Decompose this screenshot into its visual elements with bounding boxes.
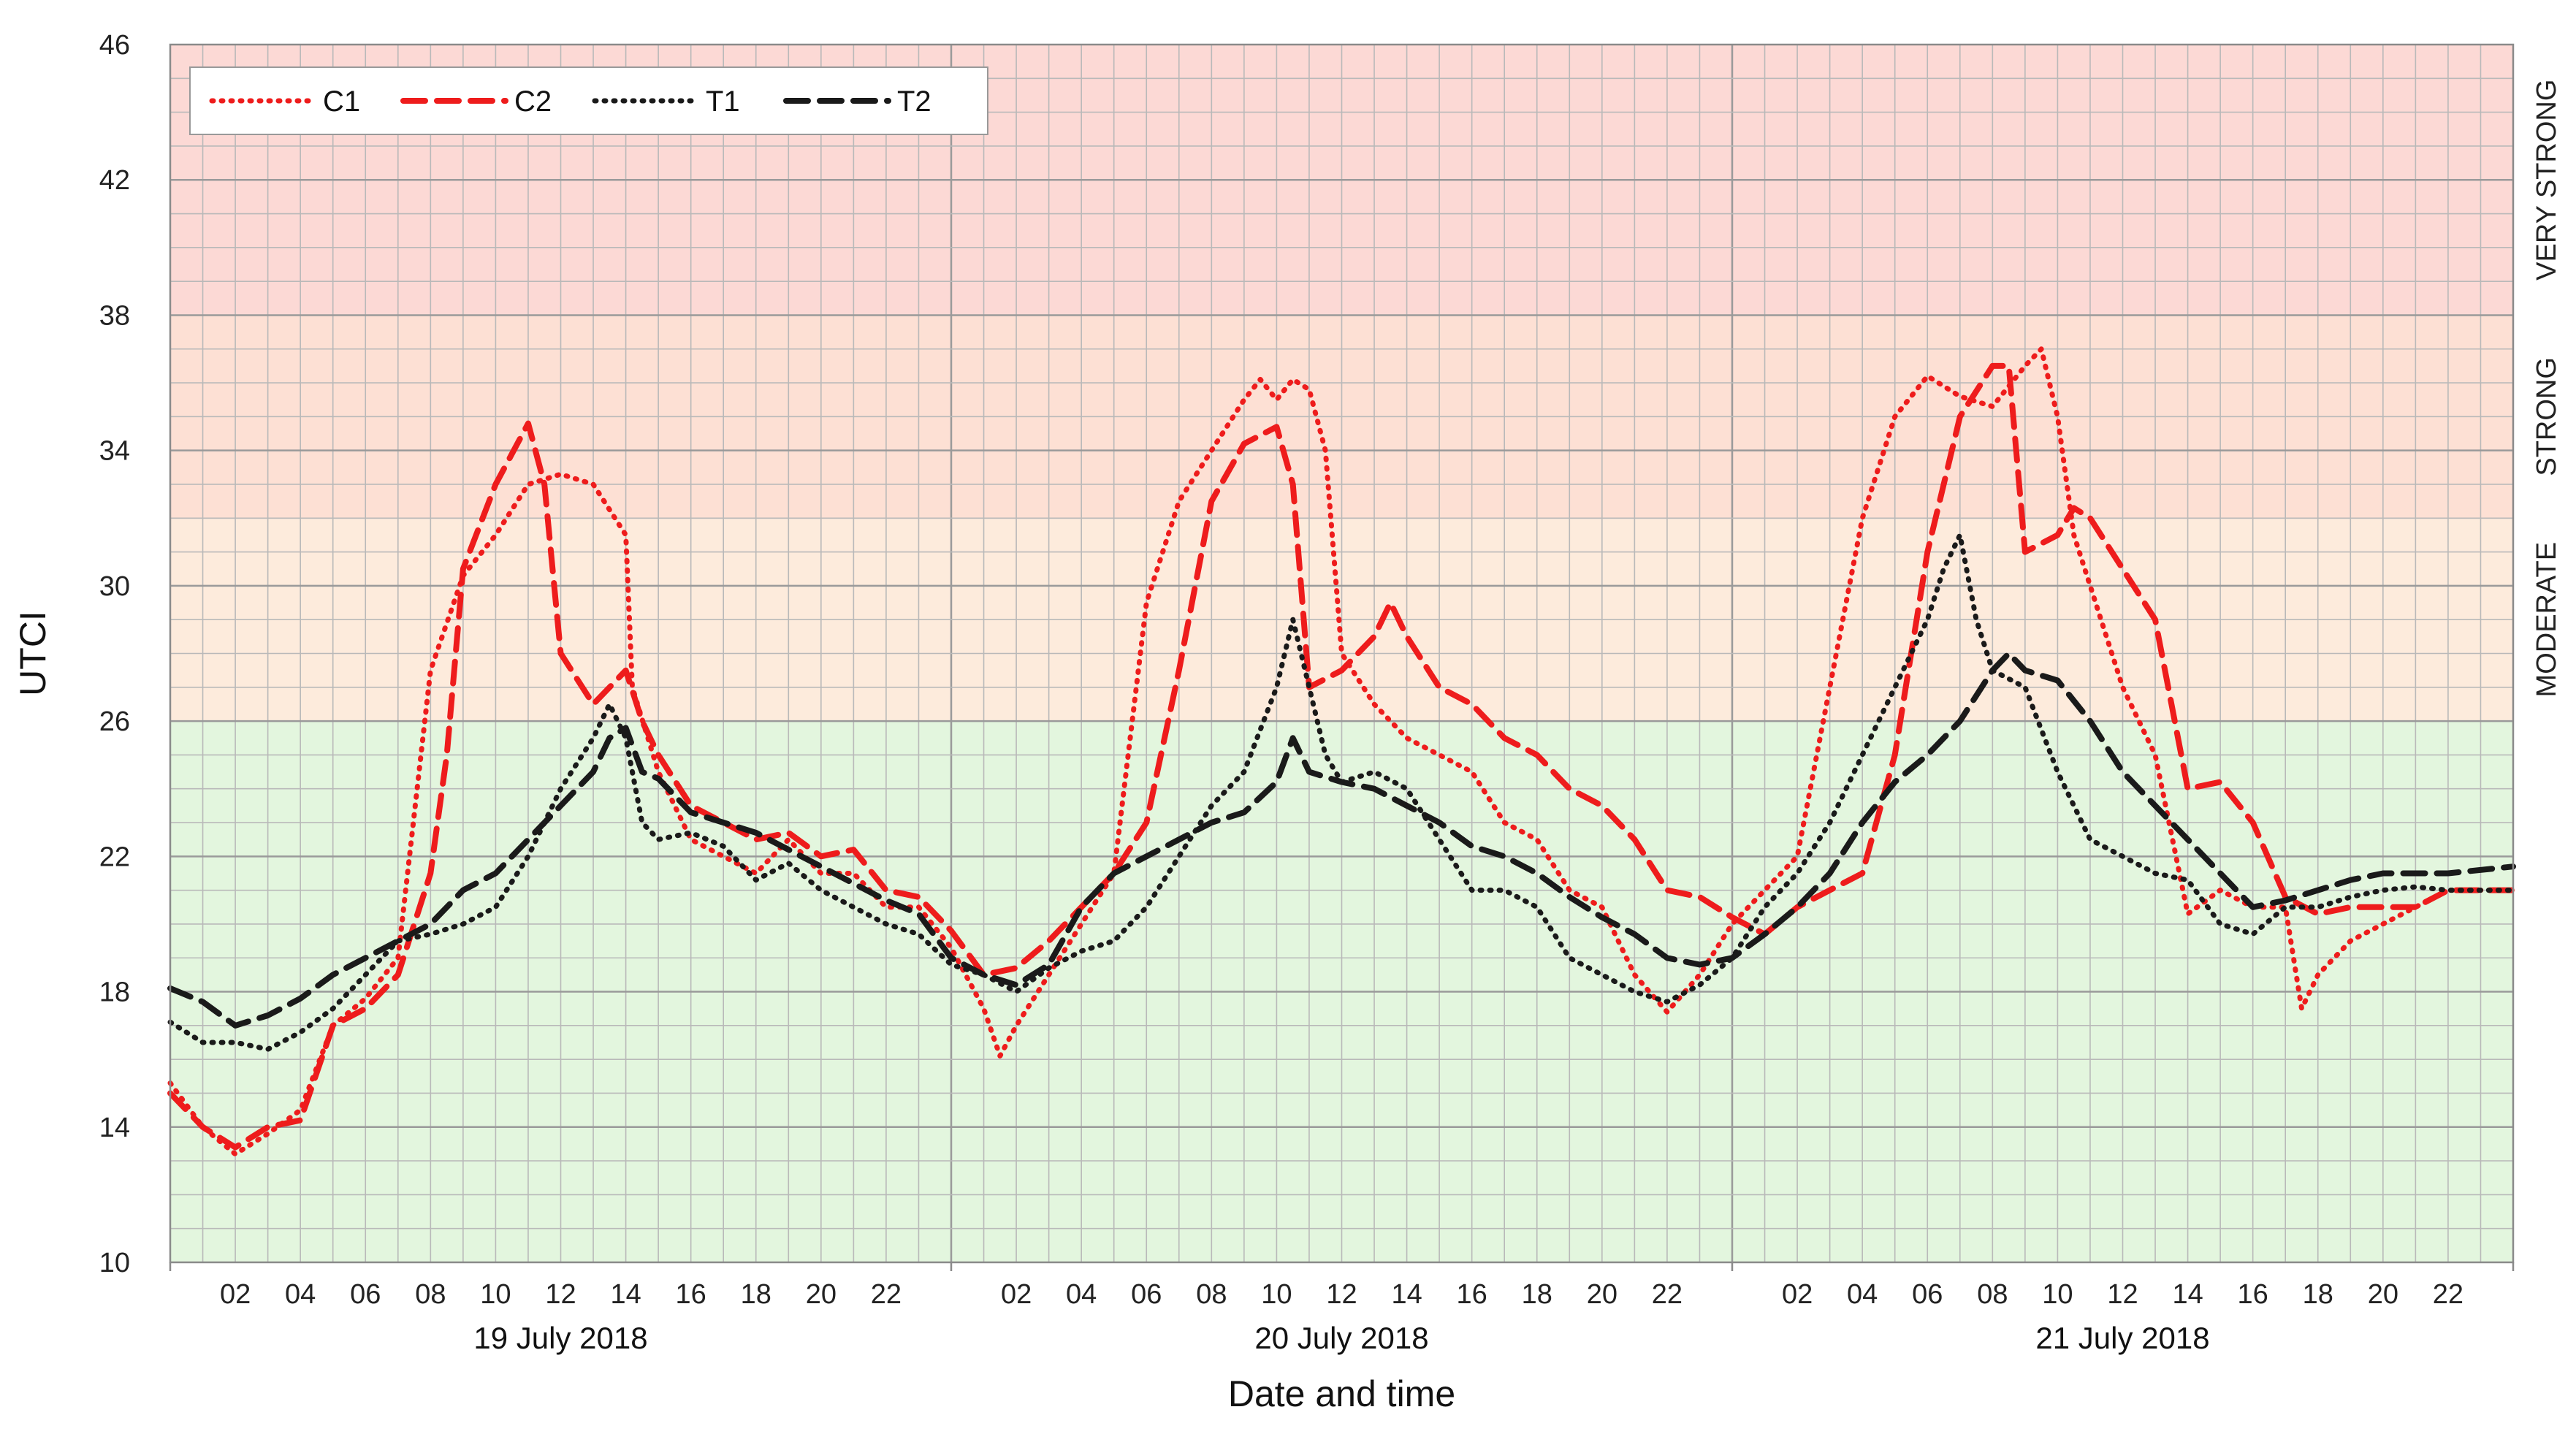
x-tick-label: 04 — [285, 1279, 316, 1310]
x-tick-label: 18 — [741, 1279, 771, 1310]
x-tick-label: 12 — [2107, 1279, 2138, 1310]
legend-label-t2: T2 — [897, 85, 931, 118]
x-tick-label: 16 — [676, 1279, 706, 1310]
x-tick-label: 12 — [545, 1279, 576, 1310]
y-tick-label: 22 — [99, 842, 130, 872]
legend-label-c2: C2 — [514, 85, 552, 118]
x-axis-label: Date and time — [1228, 1373, 1455, 1414]
x-tick-label: 14 — [610, 1279, 641, 1310]
x-tick-label: 12 — [1326, 1279, 1357, 1310]
y-tick-label: 38 — [99, 300, 130, 331]
x-tick-label: 14 — [1391, 1279, 1422, 1310]
x-tick-label: 20 — [806, 1279, 837, 1310]
x-tick-label: 10 — [480, 1279, 511, 1310]
x-tick-label: 08 — [415, 1279, 446, 1310]
date-label: 19 July 2018 — [473, 1321, 647, 1355]
x-tick-labels: 02 04 06 08 10 12 14 16 18 20 22 02 04 06 08 10 12 14 16 18… — [220, 1279, 2463, 1310]
axes — [169, 43, 2515, 1271]
x-tick-label: 22 — [871, 1279, 902, 1310]
x-tick-label: 22 — [2433, 1279, 2463, 1310]
y-tick-labels: 10 14 18 22 26 30 34 38 42 46 — [99, 30, 130, 1278]
x-tick-label: 10 — [2042, 1279, 2073, 1310]
x-tick-label: 16 — [2238, 1279, 2268, 1310]
y-tick-label: 18 — [99, 977, 130, 1008]
x-tick-label: 08 — [1977, 1279, 2008, 1310]
series-line-t1 — [167, 532, 2516, 1052]
x-tick-label: 04 — [1847, 1279, 1878, 1310]
x-tick-label: 06 — [1912, 1279, 1943, 1310]
legend-label-c1: C1 — [323, 85, 360, 118]
y-tick-label: 10 — [99, 1248, 130, 1278]
y-tick-label: 30 — [99, 571, 130, 602]
series-line-t2 — [167, 650, 2516, 1029]
date-label: 21 July 2018 — [2035, 1321, 2209, 1355]
x-tick-label: 20 — [1587, 1279, 1617, 1310]
x-tick-label: 20 — [2368, 1279, 2398, 1310]
band-label-strong: STRONG — [2531, 357, 2562, 476]
date-labels: 19 July 2018 20 July 2018 21 July 2018 — [473, 1321, 2209, 1355]
stress-band-labels: MODERATE STRONG VERY STRONG — [2531, 80, 2562, 698]
plot-frame — [169, 43, 2515, 1264]
legend: C1 C2 T1 T2 — [189, 66, 988, 135]
x-tick-label: 18 — [2303, 1279, 2333, 1310]
x-tick-label: 06 — [1131, 1279, 1162, 1310]
y-tick-label: 46 — [99, 30, 130, 61]
x-tick-label: 02 — [1782, 1279, 1813, 1310]
band-label-moderate: MODERATE — [2531, 542, 2562, 698]
x-tick-label: 06 — [350, 1279, 381, 1310]
x-tick-label: 04 — [1066, 1279, 1097, 1310]
x-tick-label: 16 — [1457, 1279, 1487, 1310]
legend-label-t1: T1 — [706, 85, 740, 118]
x-tick-label: 08 — [1196, 1279, 1227, 1310]
band-label-very-strong: VERY STRONG — [2531, 80, 2562, 281]
x-tick-label: 14 — [2172, 1279, 2203, 1310]
x-tick-label: 22 — [1652, 1279, 1683, 1310]
date-label: 20 July 2018 — [1254, 1321, 1428, 1355]
y-tick-label: 34 — [99, 436, 130, 467]
x-tick-label: 02 — [1001, 1279, 1032, 1310]
y-axis-label: UTCI — [12, 611, 53, 696]
series-line-c1 — [167, 346, 2516, 1157]
y-tick-label: 14 — [99, 1113, 130, 1143]
y-tick-label: 26 — [99, 706, 130, 737]
y-tick-label: 42 — [99, 165, 130, 196]
series-lines — [167, 346, 2516, 1157]
x-tick-label: 18 — [1522, 1279, 1552, 1310]
x-tick-label: 10 — [1261, 1279, 1292, 1310]
x-tick-label: 02 — [220, 1279, 251, 1310]
